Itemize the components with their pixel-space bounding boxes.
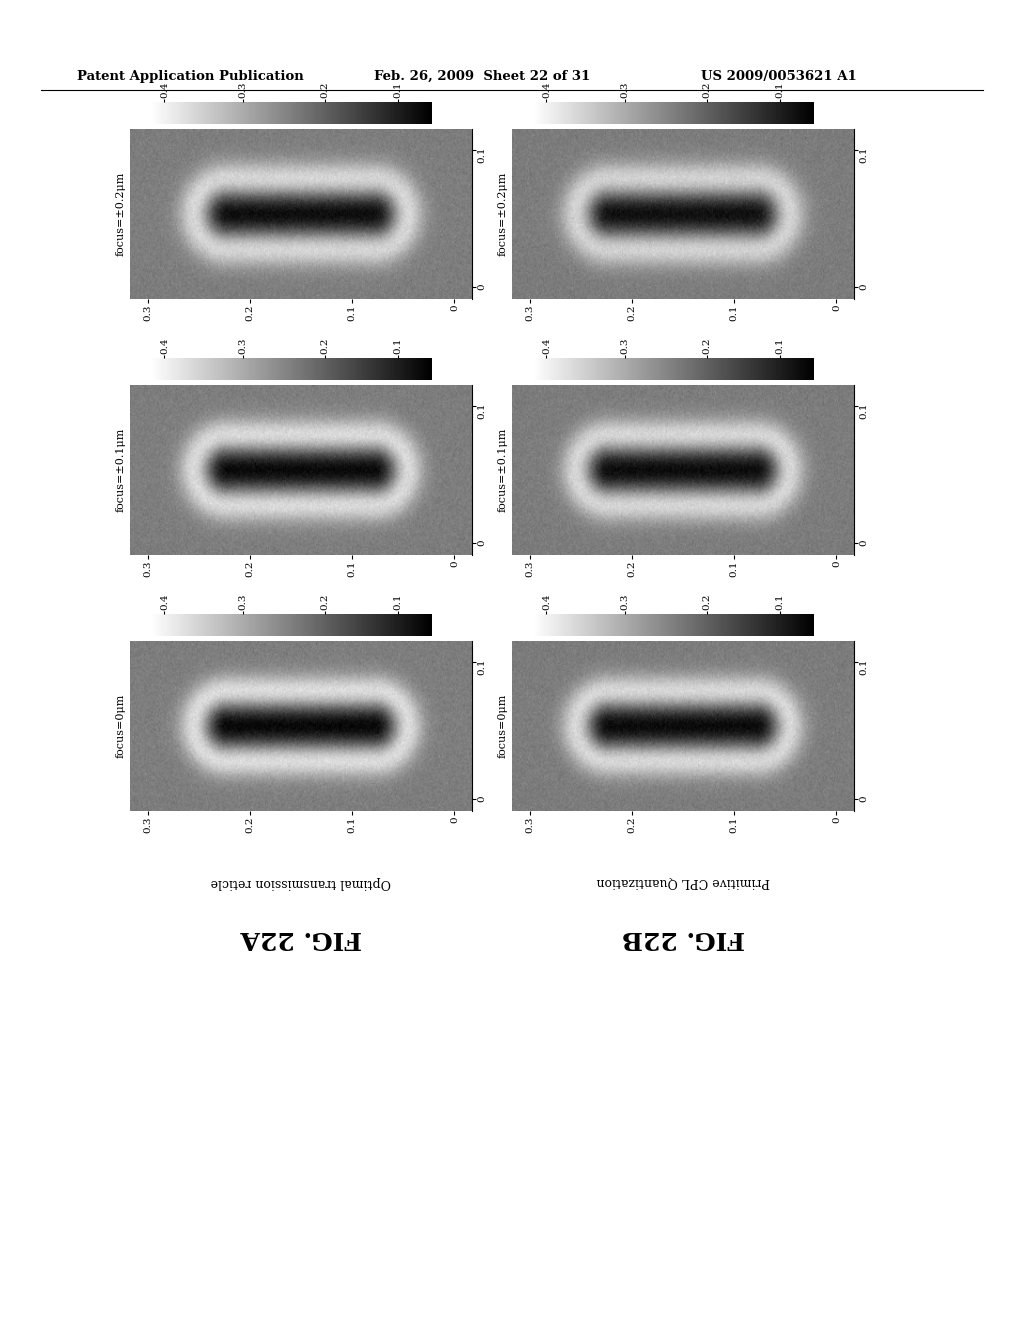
Text: Optimal transmission reticle: Optimal transmission reticle [211, 876, 391, 888]
Text: Patent Application Publication: Patent Application Publication [77, 70, 303, 83]
Text: FIG. 22B: FIG. 22B [622, 927, 744, 950]
Y-axis label: focus=0μm: focus=0μm [116, 694, 126, 758]
Text: FIG. 22A: FIG. 22A [241, 927, 361, 950]
Text: Primitive CPL Quantization: Primitive CPL Quantization [596, 876, 770, 888]
Y-axis label: focus=±0.1μm: focus=±0.1μm [116, 428, 126, 512]
Y-axis label: focus=±0.2μm: focus=±0.2μm [498, 172, 508, 256]
Y-axis label: focus=±0.1μm: focus=±0.1μm [498, 428, 508, 512]
Text: US 2009/0053621 A1: US 2009/0053621 A1 [701, 70, 857, 83]
Y-axis label: focus=±0.2μm: focus=±0.2μm [116, 172, 126, 256]
Y-axis label: focus=0μm: focus=0μm [498, 694, 508, 758]
Text: Feb. 26, 2009  Sheet 22 of 31: Feb. 26, 2009 Sheet 22 of 31 [374, 70, 590, 83]
